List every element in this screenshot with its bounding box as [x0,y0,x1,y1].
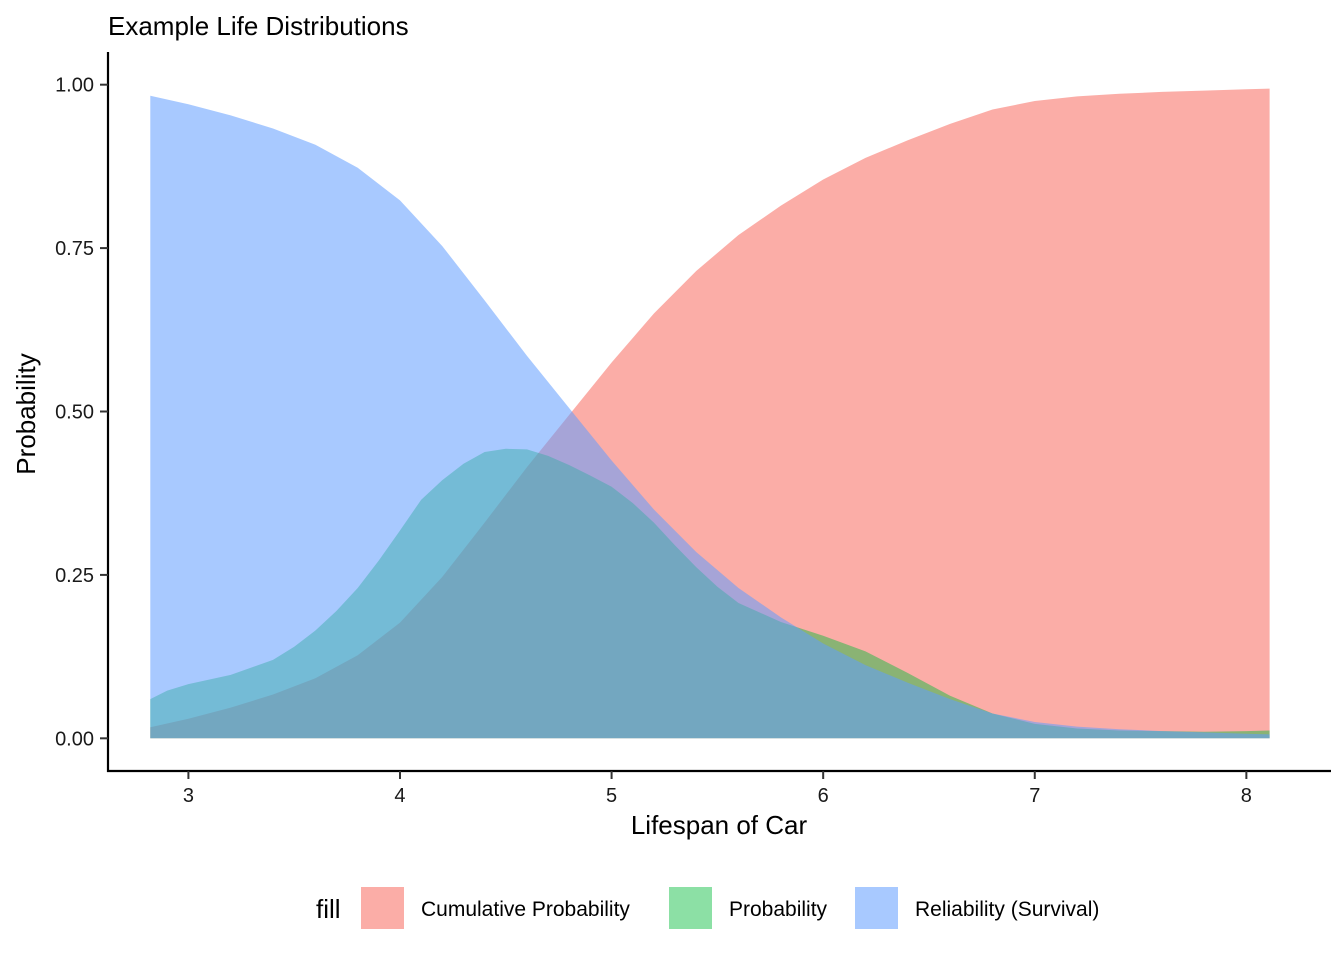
legend-title: fill [316,894,341,924]
legend-key-reliability-survival [855,887,898,929]
y-tick-label: 0.75 [55,238,94,260]
y-tick-label: 0.50 [55,402,94,424]
x-tick-label: 8 [1241,785,1252,807]
x-axis-title: Lifespan of Car [631,810,808,840]
x-axis-ticks: 3 4 5 6 7 8 [183,771,1252,807]
x-tick-label: 6 [818,785,829,807]
legend: fill Cumulative Probability Probability Re… [316,887,1099,929]
legend-key-probability [669,887,712,929]
area-reliability-survival [150,95,1270,739]
x-tick-label: 3 [183,785,194,807]
chart-title: Example Life Distributions [108,11,409,41]
plot-areas [150,88,1270,739]
legend-key-cumulative-probability [361,887,404,929]
legend-label-reliability-survival: Reliability (Survival) [915,898,1099,921]
y-tick-label: 0.00 [55,728,94,750]
area-cumulative-probability [150,88,1270,739]
legend-label-probability: Probability [729,898,828,921]
legend-label-cumulative-probability: Cumulative Probability [421,898,630,921]
x-tick-label: 7 [1029,785,1040,807]
x-tick-label: 5 [606,785,617,807]
y-tick-label: 0.25 [55,565,94,587]
y-axis-ticks: 0.00 0.25 0.50 0.75 1.00 [55,75,108,750]
y-axis-title: Probability [11,353,41,474]
x-tick-label: 4 [394,785,405,807]
y-tick-label: 1.00 [55,75,94,97]
